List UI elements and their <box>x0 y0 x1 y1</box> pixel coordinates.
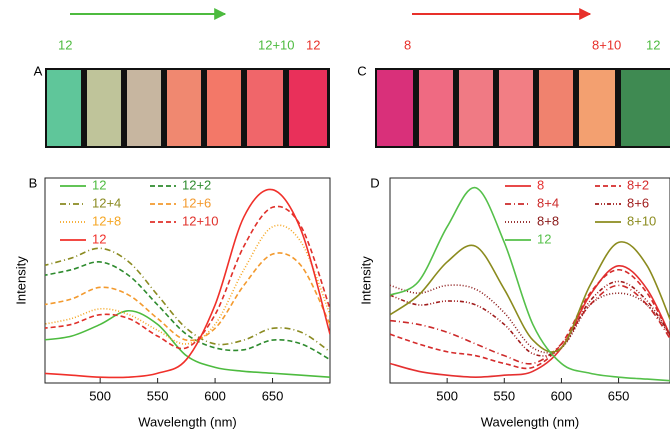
panel-letter: D <box>370 175 379 190</box>
legend-label: 8+6 <box>627 195 649 210</box>
panel-letter: B <box>29 175 38 190</box>
legend-label: 12+10 <box>182 213 219 228</box>
x-axis-label: Wavelength (nm) <box>481 414 580 429</box>
x-tick-label: 600 <box>204 388 226 403</box>
legend-label: 12+8 <box>92 213 121 228</box>
x-tick-label: 550 <box>147 388 169 403</box>
series-line <box>43 262 330 360</box>
legend-label: 12+2 <box>182 177 211 192</box>
series-line <box>390 266 670 377</box>
photo-a <box>45 68 330 148</box>
legend-label: 12 <box>537 231 551 246</box>
series-line <box>43 253 330 340</box>
strip-label: 12+10 <box>258 37 295 52</box>
x-tick-label: 600 <box>551 388 573 403</box>
series-line <box>43 225 330 344</box>
x-axis-label: Wavelength (nm) <box>138 414 237 429</box>
x-tick-label: 650 <box>608 388 630 403</box>
panel-letter: C <box>357 63 366 78</box>
legend-label: 12 <box>92 231 106 246</box>
legend-label: 8+2 <box>627 177 649 192</box>
legend-label: 8+10 <box>627 213 656 228</box>
legend-label: 12 <box>92 177 106 192</box>
x-tick-label: 500 <box>89 388 111 403</box>
legend-label: 8+8 <box>537 213 559 228</box>
strip-label: 12 <box>646 37 660 52</box>
figure: A 12 12+10 12 C 8 8+10 12 B 500 550 600 650 Wavelengt… <box>0 0 670 438</box>
strip-label: 12 <box>58 37 72 52</box>
x-tick-label: 500 <box>436 388 458 403</box>
legend-label: 8 <box>537 177 544 192</box>
y-axis-label: Intensity <box>358 256 373 305</box>
x-tick-label: 650 <box>262 388 284 403</box>
legend-label: 12+6 <box>182 195 211 210</box>
strip-label: 8 <box>404 37 411 52</box>
strip-label: 12 <box>306 37 320 52</box>
strip-label: 8+10 <box>592 37 621 52</box>
panel-letter: A <box>34 63 43 78</box>
y-axis-label: Intensity <box>13 256 28 305</box>
series-line <box>390 285 670 363</box>
series-line <box>43 248 330 352</box>
photo-c <box>375 68 670 148</box>
x-tick-label: 550 <box>493 388 515 403</box>
legend-label: 12+4 <box>92 195 121 210</box>
legend-label: 8+4 <box>537 195 559 210</box>
series-line <box>43 311 330 377</box>
